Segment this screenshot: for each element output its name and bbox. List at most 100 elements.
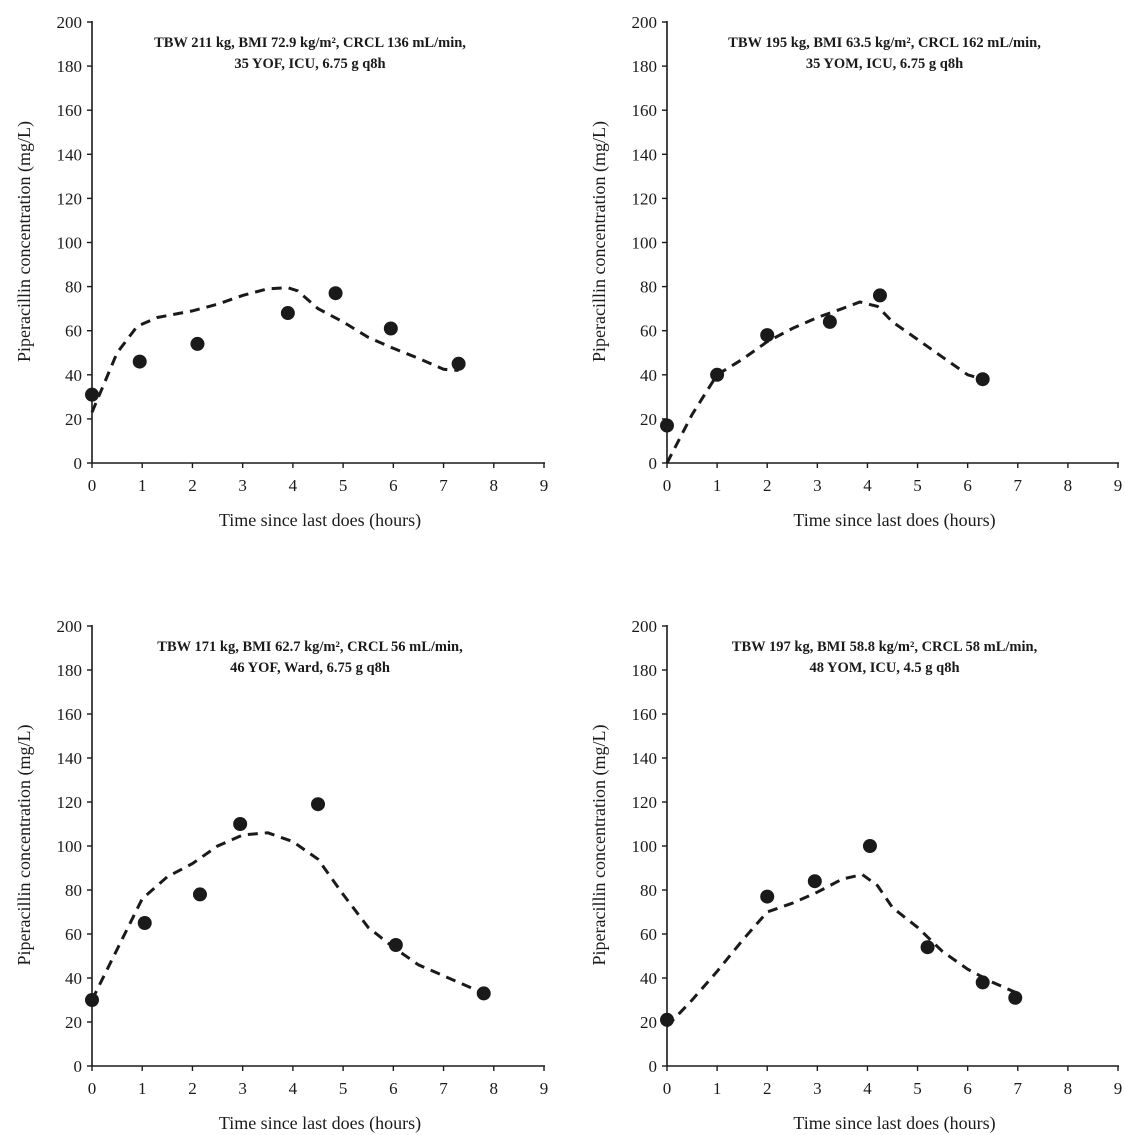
observed-point (328, 286, 343, 301)
y-tick-label: 120 (632, 793, 658, 812)
x-tick-label: 0 (663, 476, 672, 495)
y-tick-label: 160 (57, 101, 83, 120)
y-tick-label: 180 (57, 661, 83, 680)
x-tick-label: 6 (389, 476, 398, 495)
x-tick-label: 8 (490, 1079, 499, 1098)
y-tick-label: 160 (632, 705, 658, 724)
chart-panel-1: 0 20 40 60 80 100 120 140 160 180 200 0 1 2 3 4 5 6 7 8 9 Tim… (14, 13, 548, 531)
x-tick-label: 8 (490, 476, 499, 495)
y-tick-label: 120 (632, 189, 658, 208)
x-tick-label: 2 (188, 1079, 197, 1098)
observed-point (280, 306, 295, 321)
y-tick-label: 100 (632, 837, 658, 856)
observed-point (872, 288, 887, 303)
y-tick-label: 40 (65, 969, 82, 988)
y-tick-label: 160 (57, 705, 83, 724)
y-tick-label: 60 (65, 322, 82, 341)
chart-title-line-2: 46 YOF, Ward, 6.75 g q8h (230, 660, 390, 676)
observed-point (710, 367, 725, 382)
x-tick-label: 6 (963, 1079, 972, 1098)
observed-point (920, 940, 935, 955)
x-tick-label: 9 (540, 476, 549, 495)
observed-point (1008, 990, 1023, 1005)
x-tick-label: 0 (88, 476, 97, 495)
x-tick-label: 6 (389, 1079, 398, 1098)
fitted-curve (665, 872, 1019, 1028)
y-axis-title: Piperacillin concentration (mg/L) (589, 725, 610, 966)
observed-point (476, 986, 491, 1001)
x-tick-label: 3 (238, 476, 247, 495)
x-tick-label: 1 (138, 1079, 147, 1098)
observed-point (660, 418, 674, 433)
chart-title-line-1: TBW 197 kg, BMI 58.8 kg/m², CRCL 58 mL/m… (732, 639, 1038, 655)
y-tick-label: 100 (57, 234, 83, 253)
observed-point (760, 328, 775, 343)
y-tick-label: 200 (57, 617, 83, 636)
x-tick-label: 8 (1064, 1079, 1073, 1098)
x-tick-label: 9 (1114, 476, 1123, 495)
y-tick-label: 0 (649, 454, 658, 473)
y-tick-label: 60 (640, 925, 657, 944)
y-tick-label: 40 (640, 366, 657, 385)
x-tick-label: 0 (88, 1079, 97, 1098)
chart-title-line-1: TBW 195 kg, BMI 63.5 kg/m², CRCL 162 mL/… (728, 35, 1041, 51)
x-tick-label: 4 (289, 476, 298, 495)
x-tick-label: 3 (813, 1079, 822, 1098)
observed-point (137, 916, 152, 930)
y-tick-label: 60 (640, 322, 657, 341)
y-tick-label: 40 (640, 969, 657, 988)
x-tick-label: 2 (763, 476, 772, 495)
observed-point (451, 356, 466, 371)
x-tick-label: 7 (439, 1079, 448, 1098)
y-tick-label: 60 (65, 925, 82, 944)
x-tick-label: 5 (913, 1079, 922, 1098)
y-tick-label: 140 (57, 749, 83, 768)
y-tick-label: 200 (632, 617, 658, 636)
x-tick-label: 0 (663, 1079, 672, 1098)
x-tick-label: 9 (1114, 1079, 1123, 1098)
x-tick-label: 5 (913, 476, 922, 495)
y-tick-label: 140 (57, 145, 83, 164)
x-tick-label: 2 (188, 476, 197, 495)
y-tick-label: 100 (632, 234, 658, 253)
fitted-curve (665, 300, 984, 464)
y-tick-label: 0 (649, 1057, 658, 1076)
y-tick-label: 140 (632, 749, 658, 768)
x-tick-label: 1 (138, 476, 147, 495)
chart-panel-3: 0 20 40 60 80 100 120 140 160 180 200 0 1 2 3 4 5 6 7 8 9 Tim… (14, 617, 548, 1134)
chart-title-line-2: 35 YOM, ICU, 6.75 g q8h (806, 56, 963, 72)
x-tick-label: 1 (713, 1079, 722, 1098)
fitted-curve (90, 286, 459, 413)
observed-point (822, 314, 837, 329)
observed-point (383, 321, 398, 336)
x-tick-label: 7 (1014, 1079, 1023, 1098)
x-tick-label: 5 (339, 476, 348, 495)
y-tick-label: 20 (65, 410, 82, 429)
x-tick-label: 8 (1064, 476, 1073, 495)
y-tick-label: 180 (632, 661, 658, 680)
chart-title-line-2: 35 YOF, ICU, 6.75 g q8h (234, 56, 385, 72)
y-axis-title: Piperacillin concentration (mg/L) (14, 121, 35, 362)
observed-point (192, 887, 207, 902)
y-tick-label: 80 (65, 278, 82, 297)
y-tick-label: 180 (632, 57, 658, 76)
y-tick-label: 200 (632, 13, 658, 32)
y-axis-title: Piperacillin concentration (mg/L) (14, 725, 35, 966)
y-tick-label: 100 (57, 837, 83, 856)
x-tick-label: 5 (339, 1079, 348, 1098)
chart-title-line-1: TBW 171 kg, BMI 62.7 kg/m², CRCL 56 mL/m… (157, 639, 463, 655)
y-tick-label: 20 (640, 1013, 657, 1032)
y-tick-label: 80 (65, 881, 82, 900)
observed-point (311, 797, 325, 812)
observed-point (862, 839, 877, 853)
y-axis-title: Piperacillin concentration (mg/L) (589, 121, 610, 362)
observed-point (760, 889, 775, 904)
chart-title-line-1: TBW 211 kg, BMI 72.9 kg/m², CRCL 136 mL/… (154, 35, 466, 51)
y-tick-label: 120 (57, 189, 83, 208)
x-tick-label: 7 (439, 476, 448, 495)
chart-panel-2: 0 20 40 60 80 100 120 140 160 180 200 0 1 2 3 4 5 6 7 8 9 Tim… (589, 13, 1122, 531)
x-tick-label: 2 (763, 1079, 772, 1098)
y-tick-label: 20 (65, 1013, 82, 1032)
x-tick-label: 3 (813, 476, 822, 495)
